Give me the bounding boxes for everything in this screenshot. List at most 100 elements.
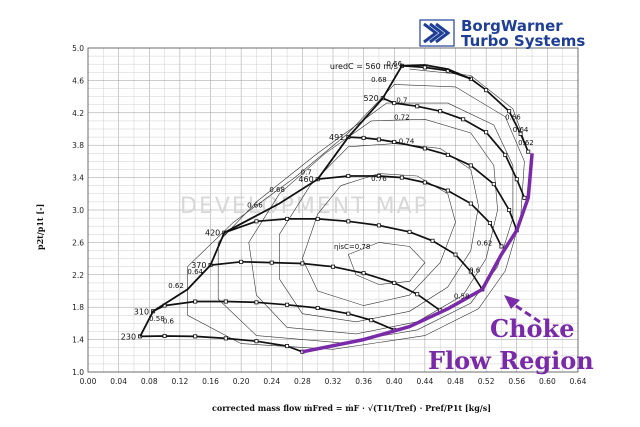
x-tick-label: 0.56 [508,377,525,386]
speed-line-point [415,104,420,109]
efficiency-label: 0.66 [247,202,263,210]
speed-line-point [445,152,450,157]
speed-line-point [484,88,489,93]
efficiency-label: 0.6 [163,317,175,325]
efficiency-label: 0.66 [386,60,402,68]
efficiency-contour [217,102,514,344]
speed-line-point [346,219,351,224]
speed-line-point [223,299,228,304]
speed-line-point [361,135,366,140]
speed-line-label: 491 [329,133,344,142]
speed-line-point [285,344,290,349]
speed-line-point [461,117,466,122]
borgwarner-logo: BorgWarner Turbo Systems [419,17,585,50]
x-tick-label: 0.52 [478,377,495,386]
speed-line-point [422,146,427,151]
chart-axes [87,47,579,373]
speed-line-point [468,163,473,168]
speed-line-point [415,292,420,297]
x-tick-label: 0.32 [325,377,342,386]
efficiency-contour [187,84,525,350]
efficiency-label: 0.68 [269,186,285,194]
speed-line-point [346,311,351,316]
speed-line-point [507,207,512,212]
speed-line-point [369,318,374,323]
x-tick-label: 0.24 [263,377,280,386]
speed-line-point [285,302,290,307]
y-tick-label: 3.4 [72,174,84,183]
speed-line-label: 520 [363,94,378,103]
speed-line-point [422,65,427,70]
plot-frame [87,47,579,373]
efficiency-label: 0.62 [168,282,184,290]
x-axis-label: corrected mass flow ṁFred = ṁF · √(T1t/T… [212,403,491,413]
speed-line-point [376,173,381,178]
x-tick-label: 0.44 [417,377,434,386]
speed-line-point [269,260,274,265]
speed-line-point [487,220,492,225]
speed-line-point [254,339,259,344]
speed-line-point [223,336,228,341]
efficiency-contour [279,143,479,323]
speed-line-point [499,244,504,249]
speed-line-point [285,216,290,221]
choke-annotation: Choke Flow Region [428,295,594,375]
speed-line-point [376,223,381,228]
speed-line-point [254,219,259,224]
efficiency-label: 0.64 [513,126,529,134]
speed-line [401,64,529,153]
speed-line-point [346,173,351,178]
x-tick-label: 0.40 [386,377,403,386]
speed-line-label: 460 [298,175,313,184]
efficiency-contour [348,242,426,285]
speed-line-point [315,216,320,221]
efficiency-label: 0.64 [187,268,203,276]
speed-line-point [361,271,366,276]
efficiency-label: 0.68 [371,76,387,84]
speed-line-point [526,149,531,154]
speed-line [210,260,441,312]
speed-line-point [300,261,305,266]
efficiency-labels: 0.580.60.620.620.640.660.660.680.70.720.… [149,60,534,326]
surge-line [139,64,472,337]
speed-line-label: 420 [205,229,220,238]
x-tick-label: 0.20 [233,377,250,386]
efficiency-label: 0.58 [149,315,165,323]
efficiency-label: 0.6 [469,266,481,274]
efficiency-label: 0.76 [371,175,387,183]
speed-line-label: 310 [134,307,149,316]
y-tick-label: 1.4 [72,336,84,345]
x-tick-label: 0.16 [202,377,219,386]
speed-line-point [315,306,320,311]
efficiency-label: 0.72 [394,113,410,121]
efficiency-label: ηisC=0.78 [334,243,370,251]
efficiency-label: 0.74 [399,138,415,146]
speed-line-point [330,264,335,269]
speed-line-point [392,139,397,144]
speed-line-label: 230 [121,332,136,341]
speed-line-point [407,229,412,234]
speed-line-point [376,137,381,142]
choke-arrow-shaft [509,300,541,324]
efficiency-label: 0.62 [518,139,534,147]
x-tick-label: 0.28 [294,377,311,386]
speed-line-point [399,175,404,180]
brand-line1: BorgWarner [461,17,563,35]
y-tick-label: 4.6 [72,76,84,85]
speed-line-point [468,201,473,206]
tick-labels: 0.00 0.04 0.08 0.12 0.16 0.20 0.24 0.28 0.32 0.36… [72,44,587,386]
x-tick-label: 0.36 [355,377,372,386]
choke-arrow-head [504,295,520,309]
speed-line-point [392,280,397,285]
choke-label-line1: Choke [490,314,574,343]
speed-line-point [514,177,519,182]
y-tick-label: 4.2 [72,109,84,118]
efficiency-contour [409,68,529,152]
y-tick-label: 2.2 [72,271,84,280]
y-tick-label: 1.8 [72,303,84,312]
speed-line-point [239,259,244,264]
speed-line [152,300,395,331]
speed-line-point [518,131,523,136]
speed-line-point [522,195,527,200]
x-tick-label: 0.08 [141,377,158,386]
